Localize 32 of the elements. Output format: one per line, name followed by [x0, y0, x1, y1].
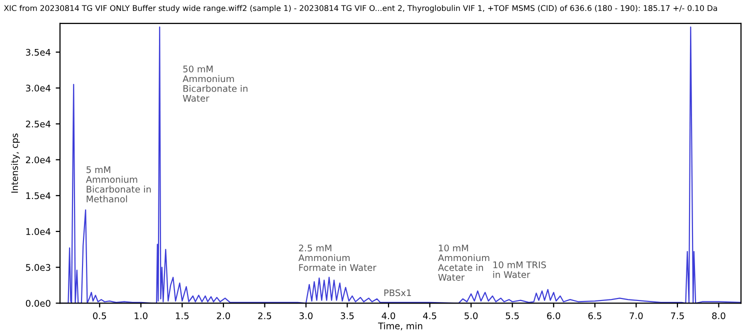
annotation: 2.5 mM Ammonium Formate in Water	[298, 244, 376, 271]
y-tick-label: 5.0e3	[26, 264, 50, 271]
x-tick-label: 6.5	[588, 312, 602, 320]
annotation: 50 mM Ammonium Bicarbonate in Water	[182, 66, 248, 102]
x-tick-label: 8.0	[712, 312, 726, 320]
y-axis-title: Intensity, cps	[11, 134, 20, 193]
annotation: 5 mM Ammonium Bicarbonate in Methanol	[86, 166, 151, 202]
y-tick-label: 0.0e0	[26, 300, 50, 307]
y-tick-label: 1.5e4	[26, 192, 50, 200]
x-tick-label: 4.5	[423, 312, 436, 320]
x-tick-label: 2.5	[258, 312, 272, 320]
x-tick-label: 7.5	[671, 312, 684, 320]
x-tick-label: 1.5	[176, 312, 189, 320]
y-tick-label: 3.5e4	[26, 48, 50, 56]
x-tick-label: 0.5	[93, 312, 106, 320]
y-tick-label: 2.5e4	[26, 120, 50, 128]
x-tick-label: 5.5	[506, 312, 519, 320]
x-tick-label: 1.0	[134, 312, 148, 320]
annotation: 10 mM Ammonium Acetate in Water	[438, 244, 490, 281]
y-tick-label: 2.0e4	[26, 156, 50, 164]
x-tick-label: 5.0	[464, 312, 478, 320]
x-tick-label: 4.0	[382, 312, 396, 320]
x-tick-label: 7.0	[630, 312, 643, 320]
x-tick-label: 6.0	[547, 312, 560, 320]
x-tick-label: 3.5	[340, 312, 354, 320]
annotation: PBSx1	[384, 289, 411, 296]
y-tick-label: 3.0e4	[26, 84, 50, 92]
y-tick-label: 1.0e4	[26, 228, 50, 236]
x-tick-label: 2.0	[216, 312, 230, 320]
x-axis-title: Time, min	[378, 322, 422, 330]
x-tick-label: 3.0	[299, 312, 313, 320]
annotation: 10 mM TRIS in Water	[493, 261, 546, 278]
